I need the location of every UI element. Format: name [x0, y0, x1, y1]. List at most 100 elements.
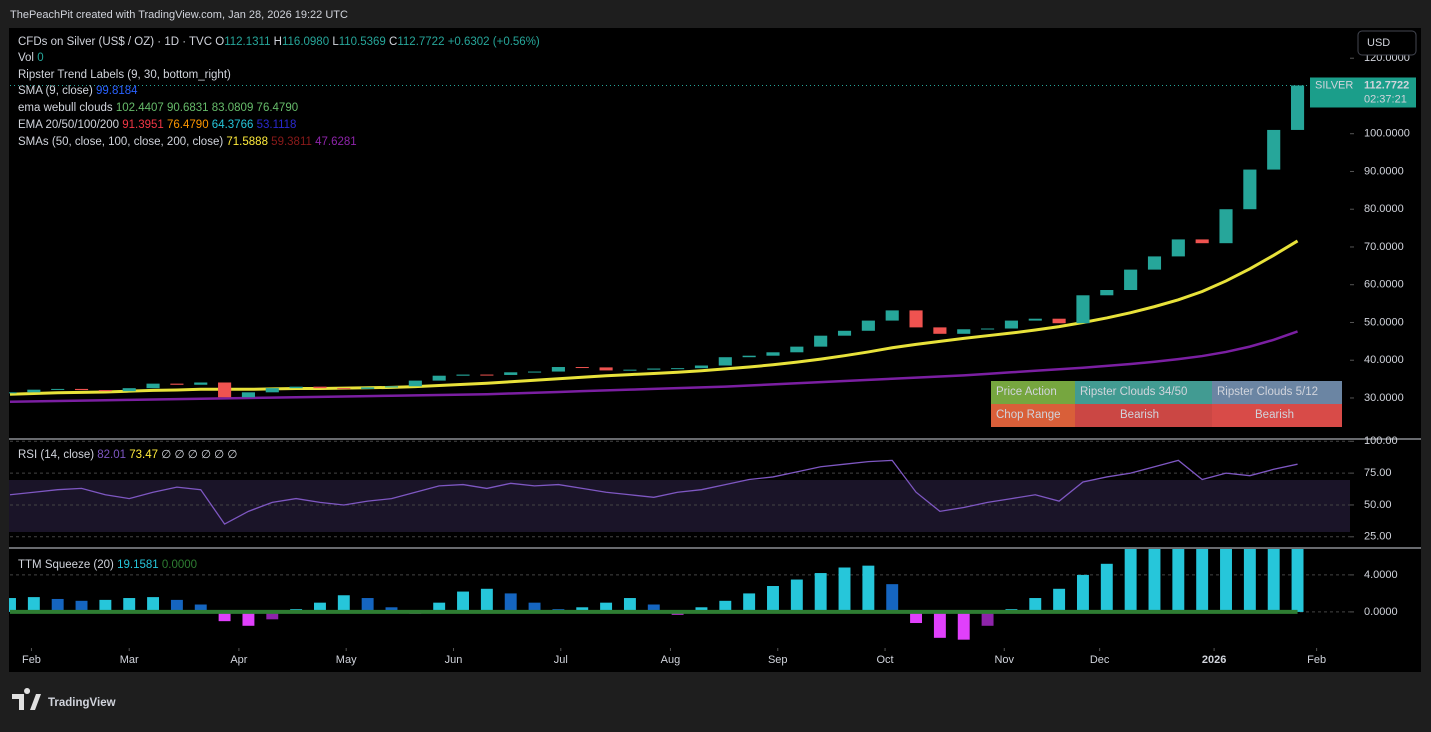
histogram-bar	[194, 604, 207, 612]
x-tick-label: Jul	[554, 654, 568, 666]
value: 59.3811	[271, 136, 312, 148]
y-tick-label: 120.0000	[1364, 52, 1410, 64]
price-tag	[1310, 77, 1416, 108]
legend-row: ema webull clouds 102.4407 90.6831 83.08…	[18, 102, 298, 114]
histogram-bar	[719, 600, 732, 612]
candle-body	[194, 382, 208, 385]
histogram-bar	[337, 595, 350, 612]
legend-row: Vol 0	[18, 52, 44, 64]
candle-body	[146, 383, 160, 389]
legend-row: SMAs (50, close, 100, close, 200, close)…	[18, 136, 357, 148]
candle-body	[1028, 318, 1042, 321]
histogram-bar	[75, 600, 88, 612]
y-tick-label: 30.0000	[1364, 392, 1404, 404]
candle-body	[718, 357, 732, 366]
cell	[1075, 381, 1212, 404]
histogram-bar	[9, 598, 16, 612]
info-table: Price Action Ripster Clouds 34/50 Ripste…	[991, 381, 1342, 427]
candle-body	[218, 382, 232, 398]
candle-body	[790, 346, 804, 353]
histogram-bar	[1196, 549, 1209, 612]
value: 76.4790	[167, 119, 209, 131]
x-tick-label: Jun	[445, 654, 463, 666]
label: C	[389, 36, 397, 48]
value: 90.6831	[167, 102, 209, 114]
candle-body	[885, 310, 899, 321]
histogram-bar	[1053, 588, 1066, 612]
histogram-bar	[1220, 549, 1232, 612]
candle-body	[1219, 209, 1233, 244]
cell-text: Price Action	[996, 386, 1057, 398]
value: 71.5888	[226, 136, 268, 148]
candle-body	[575, 367, 589, 369]
logo-mark	[12, 688, 41, 710]
histogram-bar	[1029, 598, 1042, 612]
y-tick-label: 100.00	[1364, 435, 1398, 447]
label: SMAs (50, close, 100, close, 200, close)	[18, 136, 223, 148]
histogram-bar	[767, 586, 779, 612]
x-tick-label: Feb	[1307, 654, 1326, 666]
y-tick-label: 100.0000	[1364, 128, 1410, 140]
legend-row: CFDs on Silver (US$ / OZ) · 1D · TVC O11…	[18, 36, 540, 48]
candle-body	[623, 369, 637, 371]
x-tick-label: Feb	[22, 654, 41, 666]
x-tick-label: Nov	[994, 654, 1014, 666]
x-tick-label: Dec	[1090, 654, 1110, 666]
histogram-bar	[1076, 574, 1089, 612]
candle-body	[456, 374, 470, 376]
candle-body	[265, 388, 279, 393]
candle-body	[1004, 320, 1018, 329]
histogram-bar	[695, 607, 708, 612]
legend-row: Ripster Trend Labels (9, 30, bottom_righ…	[18, 69, 231, 81]
value: 53.1118	[257, 119, 297, 131]
histogram-bar	[361, 598, 374, 612]
x-tick-label: Mar	[120, 654, 139, 666]
x-tick-label: Oct	[876, 654, 893, 666]
histogram-bar	[1243, 549, 1256, 612]
candle-body	[933, 327, 947, 334]
candle-body	[27, 389, 41, 393]
label: EMA 20/50/100/200	[18, 119, 119, 131]
histogram-bar	[1100, 563, 1113, 612]
y-tick-label: 40.0000	[1364, 354, 1404, 366]
value: 19.1581	[117, 559, 159, 571]
label: O	[215, 36, 224, 48]
label: Vol	[18, 52, 34, 64]
price-pane	[9, 85, 1305, 404]
candle-body	[384, 386, 399, 388]
histogram-bar	[1172, 549, 1185, 612]
y-tick-label: 90.0000	[1364, 165, 1404, 177]
candle-body	[671, 368, 685, 370]
value: 73.47	[129, 449, 158, 461]
histogram-bar	[99, 599, 112, 612]
value: 102.4407	[116, 102, 164, 114]
y-tick-label: 0.0000	[1364, 606, 1398, 618]
candle-body	[837, 330, 852, 336]
candle-body	[599, 367, 613, 371]
label: L	[332, 36, 339, 48]
histogram-bar	[457, 591, 469, 612]
brand: TradingView	[48, 697, 116, 709]
label: TTM Squeeze (20)	[18, 559, 114, 571]
histogram-bar	[218, 611, 231, 622]
histogram-bar	[528, 602, 541, 612]
value: 110.5369	[339, 36, 386, 48]
currency[interactable]: USD	[1367, 37, 1390, 49]
candle-body	[9, 392, 17, 394]
y-tick-label: 50.0000	[1364, 316, 1404, 328]
legend-row: EMA 20/50/100/200 91.3951 76.4790 64.376…	[18, 119, 296, 131]
candle-body	[742, 355, 756, 358]
histogram-bar	[433, 602, 446, 612]
rsi-line	[9, 459, 1298, 525]
label: SMA (9, close)	[18, 85, 93, 97]
histogram-bar	[1148, 549, 1161, 612]
candle-body	[51, 388, 65, 390]
value: 0	[37, 52, 43, 64]
legend-row: TTM Squeeze (20) 19.1581 0.0000	[18, 559, 197, 571]
moving-average	[9, 330, 1298, 404]
x-tick-label: 2026	[1202, 654, 1226, 666]
histogram-bar	[790, 579, 803, 612]
currency-button[interactable]	[1357, 30, 1417, 56]
candle-body	[1076, 295, 1090, 324]
